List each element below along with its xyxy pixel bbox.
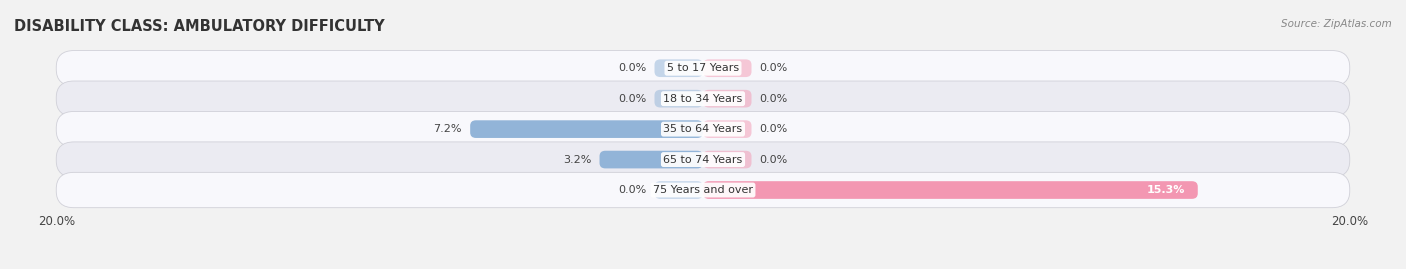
FancyBboxPatch shape: [703, 181, 1198, 199]
FancyBboxPatch shape: [599, 151, 703, 168]
FancyBboxPatch shape: [56, 111, 1350, 147]
Text: DISABILITY CLASS: AMBULATORY DIFFICULTY: DISABILITY CLASS: AMBULATORY DIFFICULTY: [14, 19, 385, 34]
FancyBboxPatch shape: [703, 90, 752, 108]
FancyBboxPatch shape: [654, 90, 703, 108]
Text: 75 Years and over: 75 Years and over: [652, 185, 754, 195]
Text: 7.2%: 7.2%: [433, 124, 463, 134]
Text: 5 to 17 Years: 5 to 17 Years: [666, 63, 740, 73]
Text: Source: ZipAtlas.com: Source: ZipAtlas.com: [1281, 19, 1392, 29]
Text: 0.0%: 0.0%: [619, 94, 647, 104]
FancyBboxPatch shape: [654, 59, 703, 77]
Text: 18 to 34 Years: 18 to 34 Years: [664, 94, 742, 104]
Text: 65 to 74 Years: 65 to 74 Years: [664, 155, 742, 165]
FancyBboxPatch shape: [703, 151, 752, 168]
FancyBboxPatch shape: [703, 59, 752, 77]
FancyBboxPatch shape: [654, 181, 703, 199]
Text: 35 to 64 Years: 35 to 64 Years: [664, 124, 742, 134]
Text: 0.0%: 0.0%: [759, 155, 787, 165]
Text: 3.2%: 3.2%: [562, 155, 592, 165]
FancyBboxPatch shape: [56, 81, 1350, 116]
Text: 0.0%: 0.0%: [759, 124, 787, 134]
FancyBboxPatch shape: [56, 142, 1350, 177]
Text: 15.3%: 15.3%: [1146, 185, 1185, 195]
FancyBboxPatch shape: [56, 172, 1350, 208]
FancyBboxPatch shape: [470, 120, 703, 138]
FancyBboxPatch shape: [703, 120, 752, 138]
Text: 0.0%: 0.0%: [759, 63, 787, 73]
Text: 0.0%: 0.0%: [619, 185, 647, 195]
FancyBboxPatch shape: [56, 51, 1350, 86]
Text: 0.0%: 0.0%: [759, 94, 787, 104]
Text: 0.0%: 0.0%: [619, 63, 647, 73]
